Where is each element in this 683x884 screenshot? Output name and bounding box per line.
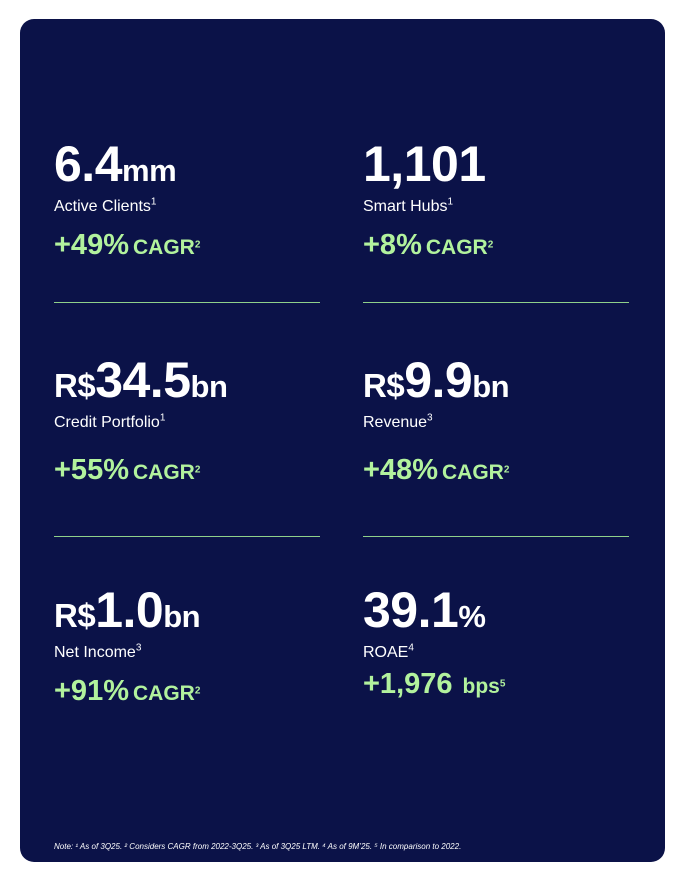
- metric-label: ROAE4: [363, 642, 505, 662]
- footnote-ref: 2: [194, 239, 201, 251]
- growth-value: +1,976: [363, 668, 453, 700]
- metric-value: 1,101: [363, 139, 493, 189]
- growth-unit: CAGR: [441, 461, 504, 484]
- value-suffix: mm: [122, 153, 177, 188]
- metric-growth: +91% CAGR2: [54, 675, 200, 708]
- metric-label: Active Clients1: [54, 196, 200, 216]
- footnote-ref: 2: [194, 685, 201, 697]
- value-prefix: R$: [54, 367, 96, 404]
- metric-value: R$34.5bn: [54, 352, 228, 408]
- metric-label: Smart Hubs1: [363, 196, 493, 216]
- metric-label: Net Income3: [54, 642, 200, 662]
- metrics-card: 6.4mm Active Clients1 +49% CAGR2 1,101 Sm…: [20, 19, 665, 862]
- value-prefix: R$: [54, 597, 96, 634]
- value-number: 6.4: [54, 136, 123, 192]
- metric-value: 6.4mm: [54, 139, 200, 189]
- footnote-note: Note: ¹ As of 3Q25. ² Considers CAGR fro…: [54, 842, 462, 851]
- growth-unit: CAGR: [425, 236, 488, 259]
- value-suffix: bn: [163, 599, 201, 634]
- growth-value: +49%: [54, 229, 129, 261]
- metric-label: Revenue3: [363, 412, 509, 432]
- metric-growth: +48% CAGR2: [363, 454, 509, 487]
- divider: [54, 536, 320, 537]
- divider: [363, 536, 629, 537]
- label-text: Active Clients: [54, 198, 151, 215]
- footnote-ref: 2: [194, 464, 201, 476]
- metric-smart-hubs: 1,101 Smart Hubs1 +8% CAGR2: [363, 139, 493, 262]
- metric-value: R$9.9bn: [363, 352, 510, 408]
- metric-roae: 39.1% ROAE4 +1,976 bps5: [363, 585, 505, 701]
- metric-value: 39.1%: [363, 585, 505, 635]
- value-number: 9.9: [404, 352, 473, 408]
- label-text: Credit Portfolio: [54, 414, 160, 431]
- value-prefix: R$: [363, 367, 405, 404]
- footnote-ref: 5: [499, 678, 506, 690]
- metric-growth: +8% CAGR2: [363, 229, 493, 262]
- value-number: 1,101: [363, 136, 486, 192]
- footnote-ref: 1: [150, 196, 157, 208]
- metric-credit-portfolio: R$34.5bn Credit Portfolio1 +55% CAGR2: [54, 352, 228, 487]
- metric-growth: +55% CAGR2: [54, 454, 227, 487]
- footnote-ref: 3: [135, 642, 142, 654]
- metric-label: Credit Portfolio1: [54, 412, 227, 432]
- growth-unit: CAGR: [132, 461, 195, 484]
- growth-value: +8%: [363, 229, 422, 261]
- value-suffix: %: [458, 599, 486, 634]
- value-suffix: bn: [190, 369, 228, 404]
- footnote-ref: 3: [427, 412, 433, 424]
- footnote-ref: 1: [447, 196, 454, 208]
- label-text: Smart Hubs: [363, 198, 448, 215]
- footnote-ref: 4: [408, 642, 414, 654]
- growth-value: +91%: [54, 675, 129, 707]
- growth-unit: CAGR: [132, 236, 195, 259]
- label-text: Revenue: [363, 414, 428, 431]
- label-text: Net Income: [54, 644, 136, 661]
- footnote-ref: 2: [487, 239, 494, 251]
- value-number: 39.1: [363, 582, 459, 638]
- footnote-ref: 1: [159, 412, 166, 424]
- metric-active-clients: 6.4mm Active Clients1 +49% CAGR2: [54, 139, 200, 262]
- growth-value: +48%: [363, 454, 438, 486]
- metric-revenue: R$9.9bn Revenue3 +48% CAGR2: [363, 352, 510, 487]
- value-number: 1.0: [95, 582, 164, 638]
- footnote-ref: 2: [503, 464, 510, 476]
- label-text: ROAE: [363, 644, 409, 661]
- metric-growth: +1,976 bps5: [363, 668, 505, 701]
- metric-net-income: R$1.0bn Net Income3 +91% CAGR2: [54, 582, 201, 708]
- growth-value: +55%: [54, 454, 129, 486]
- divider: [363, 302, 629, 303]
- growth-unit: CAGR: [132, 682, 195, 705]
- metric-value: R$1.0bn: [54, 582, 201, 638]
- growth-unit: bps: [462, 675, 500, 698]
- metric-growth: +49% CAGR2: [54, 229, 200, 262]
- value-suffix: bn: [472, 369, 510, 404]
- divider: [54, 302, 320, 303]
- value-number: 34.5: [95, 352, 191, 408]
